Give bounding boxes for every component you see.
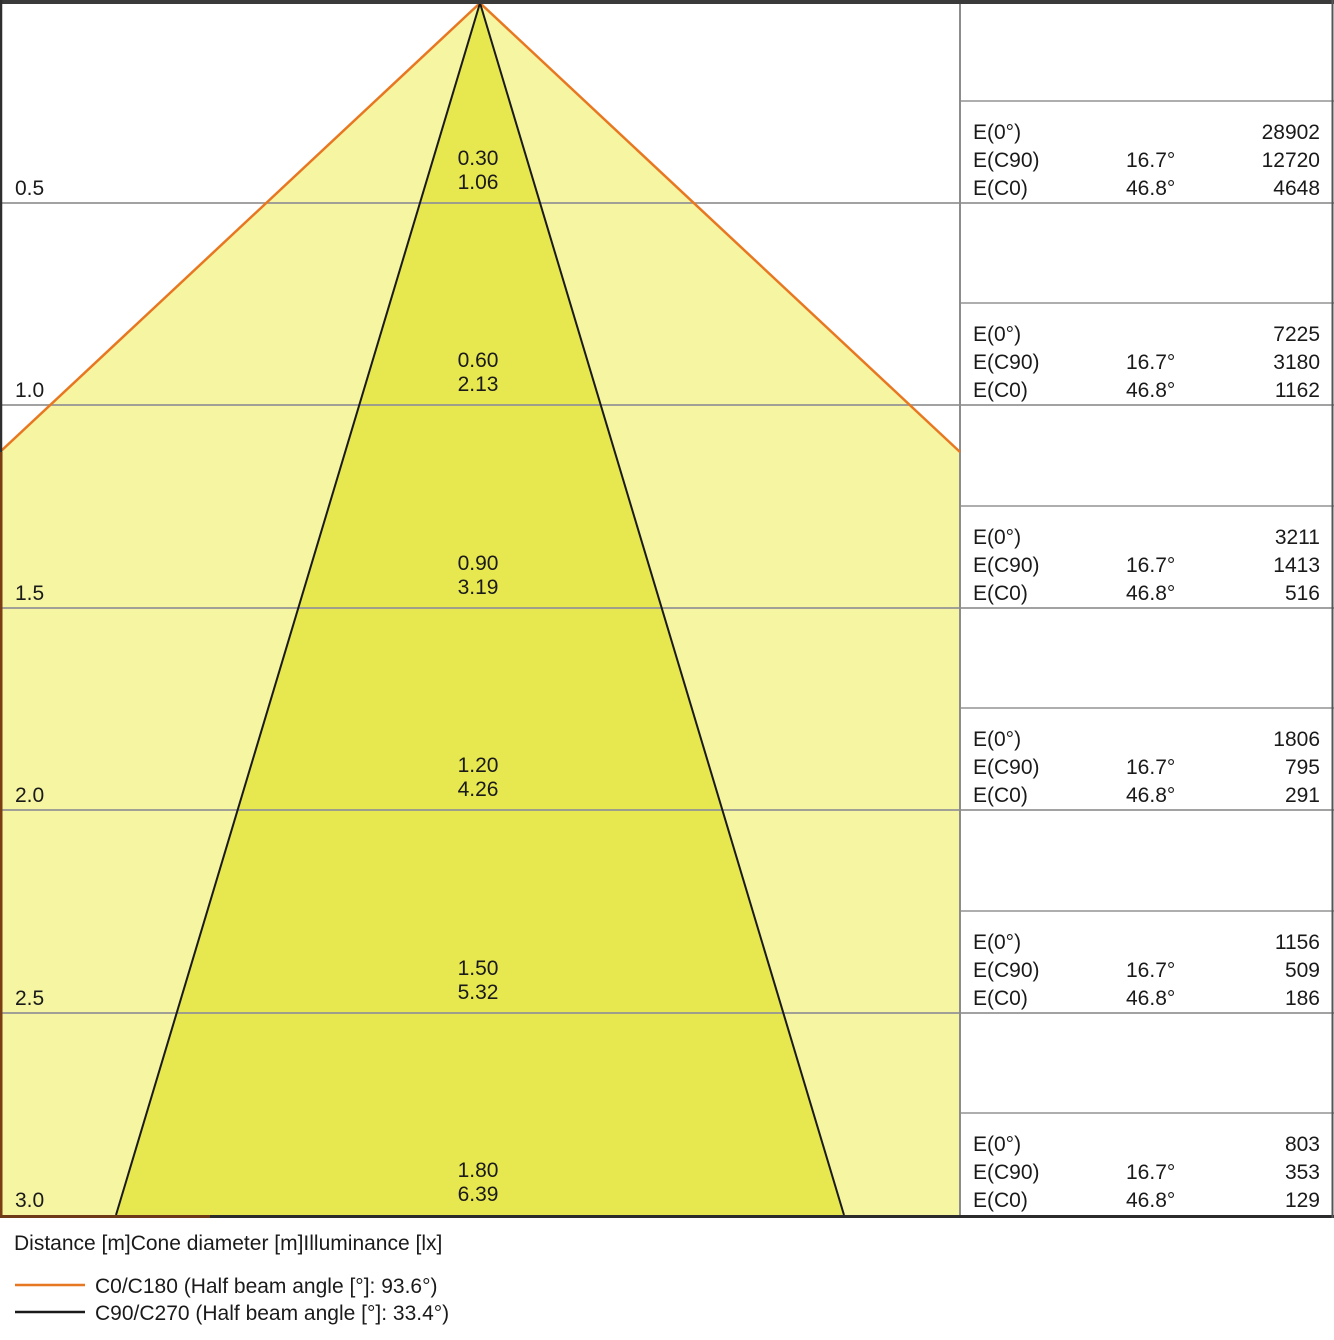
half-beam-angle-c90-value: 16.7° (1126, 756, 1175, 779)
illuminance-ec0-label: E(C0) (973, 987, 1028, 1010)
illuminance-ec0-value: 186 (1285, 987, 1320, 1010)
half-beam-angle-c90-value: 16.7° (1126, 351, 1175, 374)
illuminance-ec0-value: 291 (1285, 784, 1320, 807)
illuminance-ec90-label: E(C90) (973, 554, 1040, 577)
c0-c180-beam-outline (0, 2, 961, 453)
c90-c270-beam-outline (115, 2, 845, 1216)
cone-diameter-c90-value: 0.90 (458, 552, 499, 575)
illuminance-ec0-value: 129 (1285, 1189, 1320, 1212)
legend-label-c0-c180: C0/C180 (Half beam angle [°]: 93.6°) (95, 1275, 437, 1298)
illuminance-ec0-label: E(C0) (973, 379, 1028, 402)
distance-grid-lines (0, 202, 1334, 1014)
illuminance-ec0-label: E(C0) (973, 1189, 1028, 1212)
illuminance-ec90-value: 795 (1285, 756, 1320, 779)
cone-diameter-c90-value: 1.20 (458, 754, 499, 777)
cone-diameter-c0-value: 1.06 (458, 171, 499, 194)
illuminance-ec0-label: E(C0) (973, 177, 1028, 200)
half-beam-angle-c0-value: 46.8° (1126, 784, 1175, 807)
illuminance-e0-label: E(0°) (973, 931, 1021, 954)
distance-label: 1.0 (15, 379, 44, 402)
axes-caption: Distance [m]Cone diameter [m]Illuminance… (14, 1232, 442, 1255)
cone-diameter-c90-value: 1.80 (458, 1159, 499, 1182)
illuminance-ec90-label: E(C90) (973, 959, 1040, 982)
half-beam-angle-c90-value: 16.7° (1126, 554, 1175, 577)
illuminance-e0-label: E(0°) (973, 728, 1021, 751)
half-beam-angle-c0-value: 46.8° (1126, 177, 1175, 200)
cone-diameter-c0-value: 5.32 (458, 981, 499, 1004)
cone-diameter-c90-value: 0.30 (458, 147, 499, 170)
illuminance-e0-label: E(0°) (973, 121, 1021, 144)
half-beam-angle-c90-value: 16.7° (1126, 149, 1175, 172)
illuminance-e0-value: 3211 (1275, 526, 1320, 549)
illuminance-ec90-label: E(C90) (973, 1161, 1040, 1184)
legend-label-c90-c270: C90/C270 (Half beam angle [°]: 33.4°) (95, 1302, 449, 1325)
half-beam-angle-c0-value: 46.8° (1126, 1189, 1175, 1212)
cone-diameter-c0-value: 3.19 (458, 576, 499, 599)
cone-diameter-c90-value: 0.60 (458, 349, 499, 372)
table-row-separators (960, 100, 1334, 1114)
illuminance-ec90-value: 353 (1285, 1161, 1320, 1184)
half-beam-angle-c0-value: 46.8° (1126, 379, 1175, 402)
data-rows: 0.5 0.301.06 E(0°) 28902 E(C90) 16.7° 12720 E(C… (15, 121, 1320, 1212)
illuminance-ec0-label: E(C0) (973, 582, 1028, 605)
illuminance-e0-value: 1806 (1273, 728, 1320, 751)
illuminance-e0-value: 803 (1285, 1133, 1320, 1156)
illuminance-e0-label: E(0°) (973, 526, 1021, 549)
illuminance-ec90-value: 12720 (1262, 149, 1320, 172)
illuminance-ec90-value: 1413 (1273, 554, 1320, 577)
illuminance-ec0-value: 4648 (1273, 177, 1320, 200)
illuminance-ec0-label: E(C0) (973, 784, 1028, 807)
cone-diameter-c0-value: 4.26 (458, 778, 499, 801)
illuminance-ec0-value: 1162 (1275, 379, 1320, 402)
illuminance-e0-value: 28902 (1262, 121, 1320, 144)
c90-c270-narrow-cone-shape (116, 3, 844, 1215)
illuminance-ec90-label: E(C90) (973, 351, 1040, 374)
cone-diameter-c0-value: 6.39 (458, 1183, 499, 1206)
cone-diameter-c0-value: 2.13 (458, 373, 499, 396)
cone-diameter-c90-value: 1.50 (458, 957, 499, 980)
distance-label: 2.5 (15, 987, 44, 1010)
illuminance-e0-value: 1156 (1275, 931, 1320, 954)
half-beam-angle-c90-value: 16.7° (1126, 959, 1175, 982)
half-beam-angle-c0-value: 46.8° (1126, 987, 1175, 1010)
half-beam-angle-c0-value: 46.8° (1126, 582, 1175, 605)
illuminance-ec0-value: 516 (1285, 582, 1320, 605)
distance-label: 0.5 (15, 177, 44, 200)
illuminance-ec90-label: E(C90) (973, 149, 1040, 172)
distance-label: 2.0 (15, 784, 44, 807)
distance-label: 1.5 (15, 582, 44, 605)
chart-border (0, 0, 1334, 1218)
illuminance-ec90-label: E(C90) (973, 756, 1040, 779)
half-beam-angle-c90-value: 16.7° (1126, 1161, 1175, 1184)
illuminance-e0-value: 7225 (1273, 323, 1320, 346)
distance-label: 3.0 (15, 1189, 44, 1212)
illuminance-ec90-value: 509 (1285, 959, 1320, 982)
illuminance-e0-label: E(0°) (973, 323, 1021, 346)
illuminance-e0-label: E(0°) (973, 1133, 1021, 1156)
illuminance-ec90-value: 3180 (1273, 351, 1320, 374)
legend: C0/C180 (Half beam angle [°]: 93.6°) C90… (15, 1275, 449, 1325)
